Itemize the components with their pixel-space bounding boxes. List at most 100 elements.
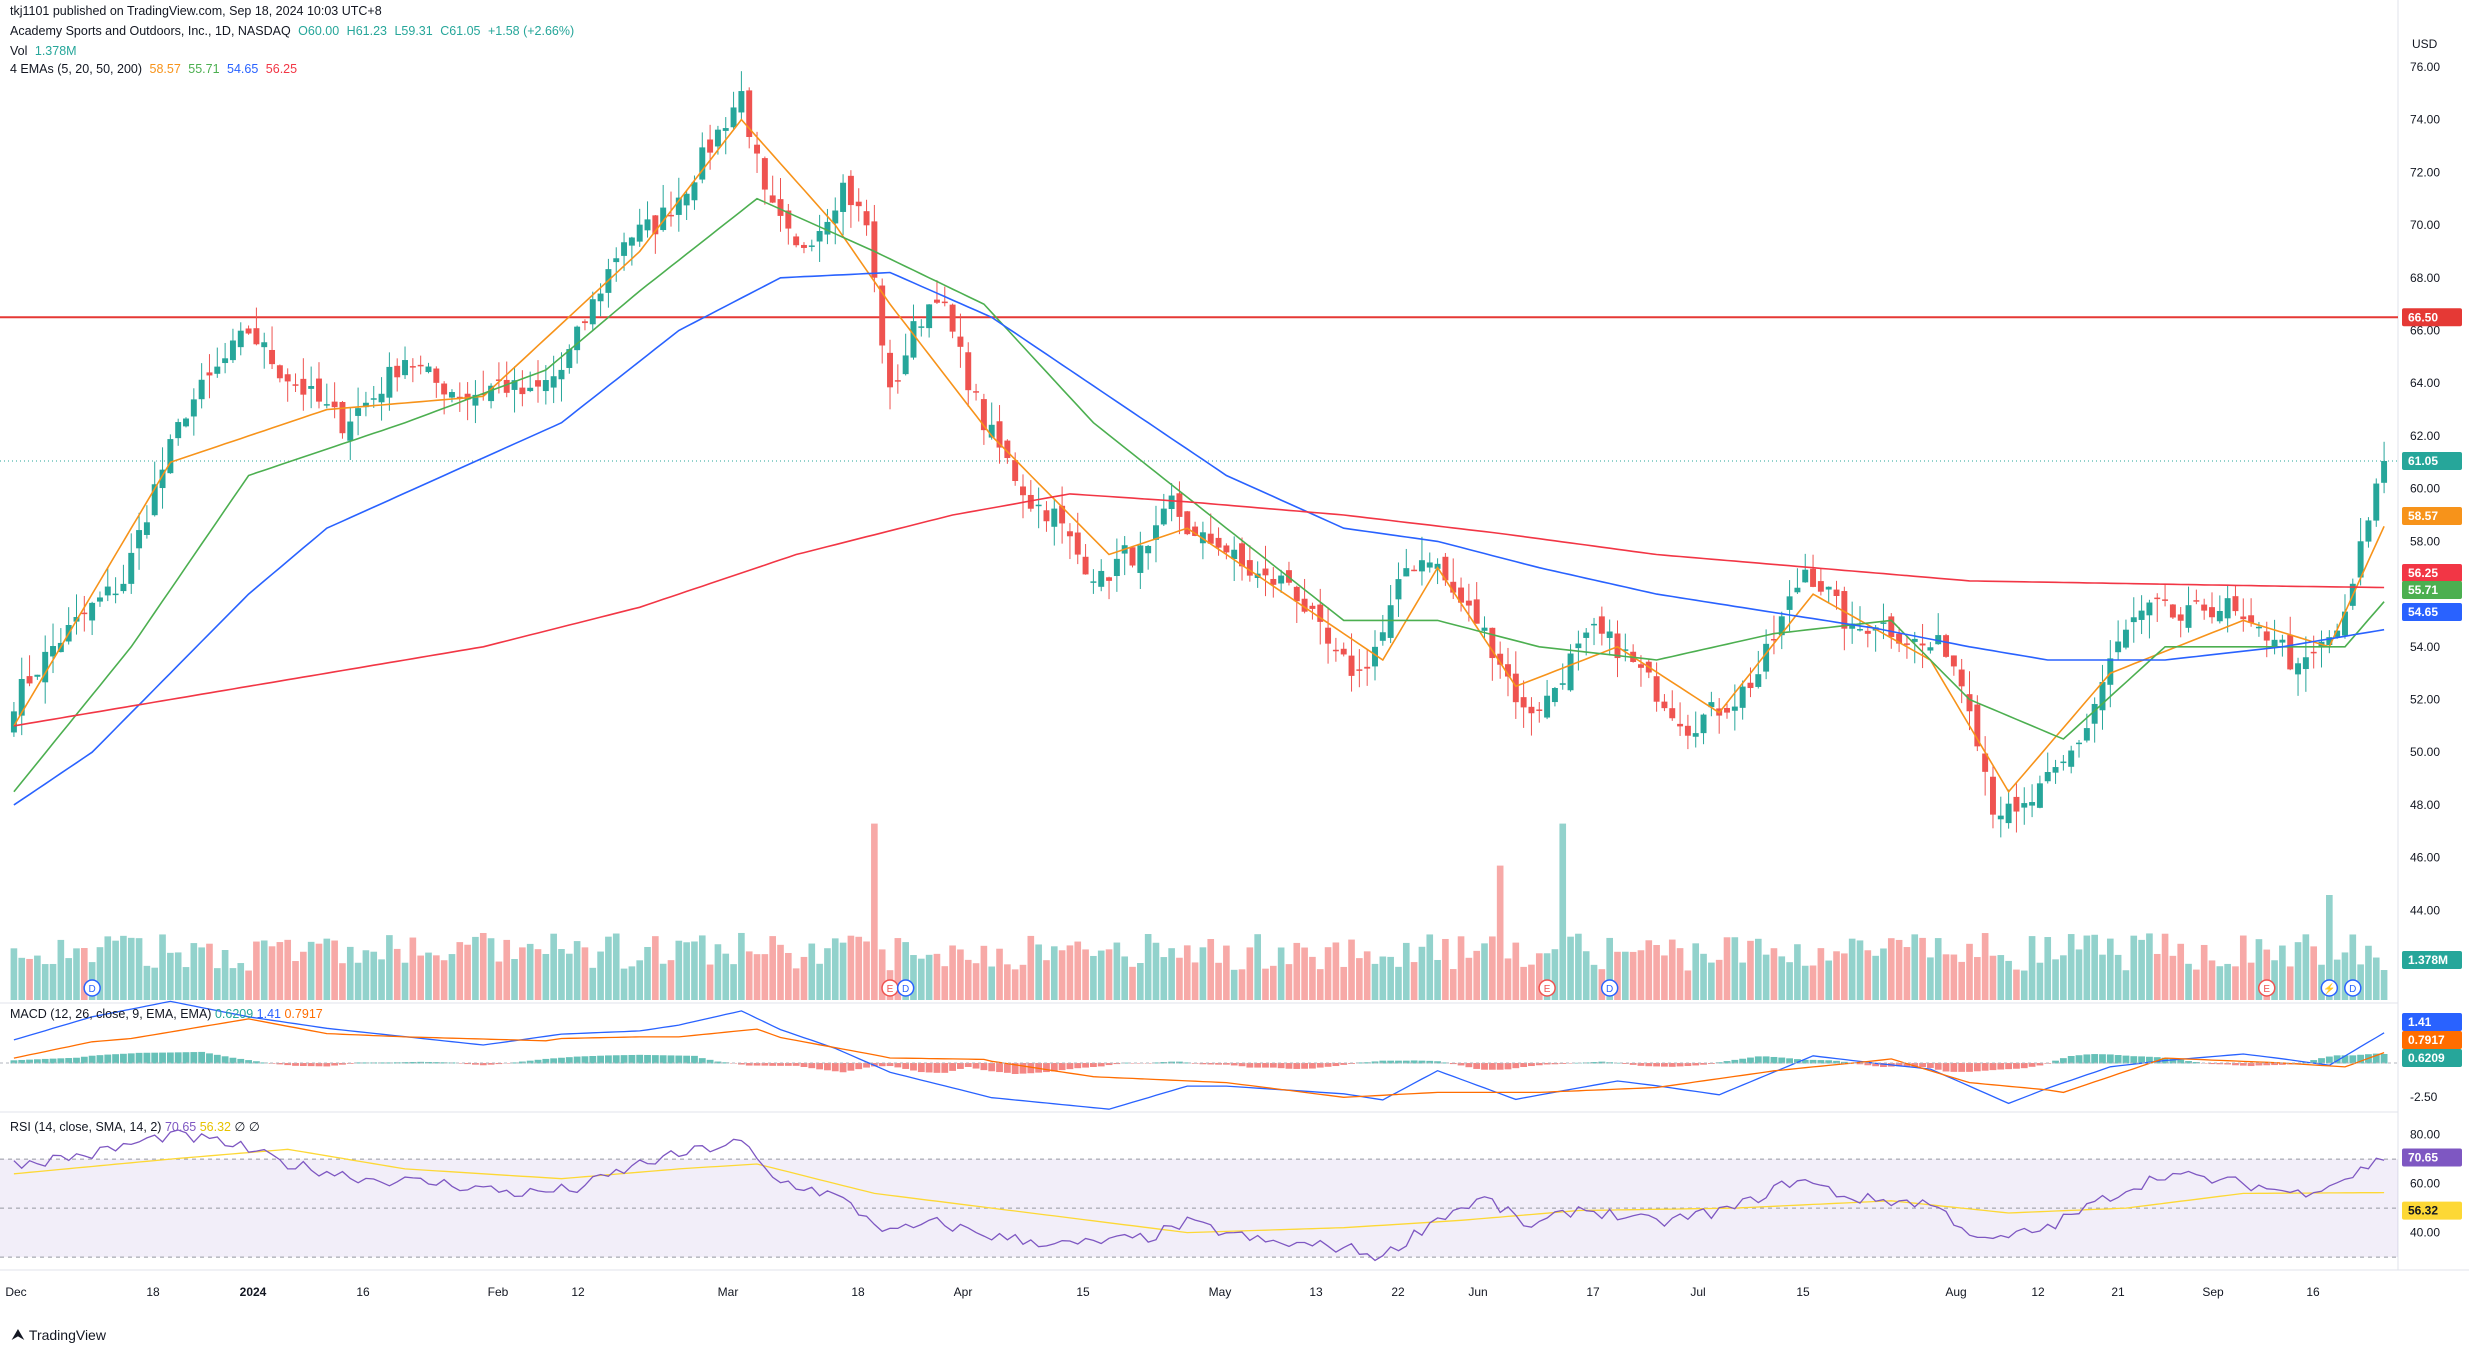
volume-bar xyxy=(1074,941,1082,1000)
price-tick: 74.00 xyxy=(2410,113,2440,127)
volume-bar xyxy=(706,964,714,1000)
volume-bar xyxy=(1567,936,1574,1000)
volume-bar xyxy=(988,966,996,1000)
candle-body xyxy=(2201,604,2208,611)
macd-histogram-bar xyxy=(1215,1063,1222,1065)
macd-histogram-bar xyxy=(135,1052,143,1064)
macd-histogram-bar xyxy=(2013,1063,2020,1069)
volume-bar xyxy=(2067,934,2075,1000)
macd-histogram-bar xyxy=(2083,1054,2091,1064)
volume-bar xyxy=(487,938,495,1000)
candle-body xyxy=(542,380,549,392)
candle-body xyxy=(378,393,385,403)
candle-body xyxy=(1849,623,1856,629)
ohlc-low: L59.31 xyxy=(394,24,433,38)
candle-body xyxy=(331,401,338,408)
candle-body xyxy=(1113,558,1120,577)
candle-body xyxy=(1137,545,1144,573)
macd-histogram-bar xyxy=(1872,1063,1880,1067)
macd-histogram-bar xyxy=(479,1063,487,1066)
candle-body xyxy=(1591,623,1598,626)
volume-bar xyxy=(104,936,112,1000)
candle-body xyxy=(503,379,510,393)
candle-body xyxy=(2342,611,2348,636)
candle-body xyxy=(1888,616,1895,638)
macd-histogram-bar xyxy=(1934,1063,1942,1070)
candle-body xyxy=(316,378,322,402)
macd-histogram-bar xyxy=(1754,1056,1762,1064)
ohlc-change: +1.58 (+2.66%) xyxy=(487,24,575,38)
x-tick: 12 xyxy=(571,1285,585,1299)
macd-histogram-bar xyxy=(323,1063,331,1067)
macd-histogram-bar xyxy=(409,1061,417,1064)
macd-histogram-bar xyxy=(2146,1056,2153,1064)
candle-body xyxy=(1512,673,1519,703)
macd-histogram-bar xyxy=(651,1055,659,1064)
macd-histogram-bar xyxy=(354,1062,362,1064)
rsi-tick: 40.00 xyxy=(2410,1226,2440,1240)
candle-body xyxy=(1857,629,1863,631)
candle-body xyxy=(738,91,745,113)
candle-body xyxy=(879,285,886,346)
volume-bar xyxy=(1301,947,1308,1000)
candle-body xyxy=(973,391,980,393)
macd-histogram-bar xyxy=(714,1061,722,1064)
candle-body xyxy=(2029,802,2036,806)
volume-bar xyxy=(878,949,886,1000)
volume-bar xyxy=(323,938,331,1000)
macd-histogram-bar xyxy=(2341,1055,2349,1064)
candle-body xyxy=(660,207,667,231)
macd-histogram-bar xyxy=(1786,1058,1793,1064)
candle-body xyxy=(1817,581,1824,592)
volume-bar xyxy=(1215,962,1222,1000)
macd-histogram-bar xyxy=(2278,1063,2286,1065)
event-marker-label: ⚡ xyxy=(2323,982,2335,995)
candle-body xyxy=(448,392,455,398)
macd-histogram-bar xyxy=(777,1063,784,1066)
volume-bar xyxy=(253,941,260,1000)
volume-bar xyxy=(10,948,18,1000)
candle-body xyxy=(550,376,557,388)
candle-body xyxy=(151,484,158,516)
volume-bar xyxy=(1191,962,1199,1000)
event-marker-label: D xyxy=(902,984,909,995)
candle-body xyxy=(652,215,659,235)
rsi-legend: RSI (14, close, SMA, 14, 2) 70.65 56.32 … xyxy=(10,1120,260,1134)
volume-bar xyxy=(2036,962,2044,1000)
candle-body xyxy=(1153,525,1159,540)
macd-histogram-bar xyxy=(1778,1057,1786,1064)
symbol-header: Academy Sports and Outdoors, Inc., 1D, N… xyxy=(10,22,578,40)
candle-body xyxy=(1739,686,1746,708)
candle-body xyxy=(1489,627,1496,659)
volume-bar xyxy=(1942,954,1950,1000)
macd-histogram-bar xyxy=(198,1051,206,1064)
volume-bar xyxy=(1410,962,1418,1000)
candle-body xyxy=(1027,494,1034,509)
volume-bar xyxy=(49,963,57,1000)
macd-histogram-bar xyxy=(127,1053,135,1064)
currency-label: USD xyxy=(2412,37,2438,51)
macd-histogram-bar xyxy=(1066,1063,1074,1070)
candle-body xyxy=(198,379,205,400)
x-tick: 16 xyxy=(356,1285,370,1299)
tradingview-logo[interactable]: ⮝ TradingView xyxy=(12,1326,106,1343)
macd-histogram-bar xyxy=(1027,1063,1035,1074)
volume-bar xyxy=(957,949,964,1000)
candle-body xyxy=(1207,533,1214,544)
macd-histogram-bar xyxy=(1512,1063,1520,1069)
ema-legend: 4 EMAs (5, 20, 50, 200) 58.57 55.71 54.6… xyxy=(10,62,298,76)
volume-bar xyxy=(495,961,503,1000)
volume-bar xyxy=(221,950,229,1000)
volume-bar xyxy=(206,943,213,1000)
macd-histogram-bar xyxy=(1003,1063,1011,1073)
volume-bar xyxy=(300,951,307,1000)
macd-histogram-bar xyxy=(941,1063,949,1073)
candle-body xyxy=(1966,694,1973,712)
candle-body xyxy=(1231,549,1238,560)
candle-body xyxy=(574,326,581,351)
candle-body xyxy=(456,396,463,399)
macd-histogram-bar xyxy=(245,1060,252,1064)
macd-histogram-bar xyxy=(1316,1063,1324,1068)
volume-bar xyxy=(1786,962,1793,1000)
